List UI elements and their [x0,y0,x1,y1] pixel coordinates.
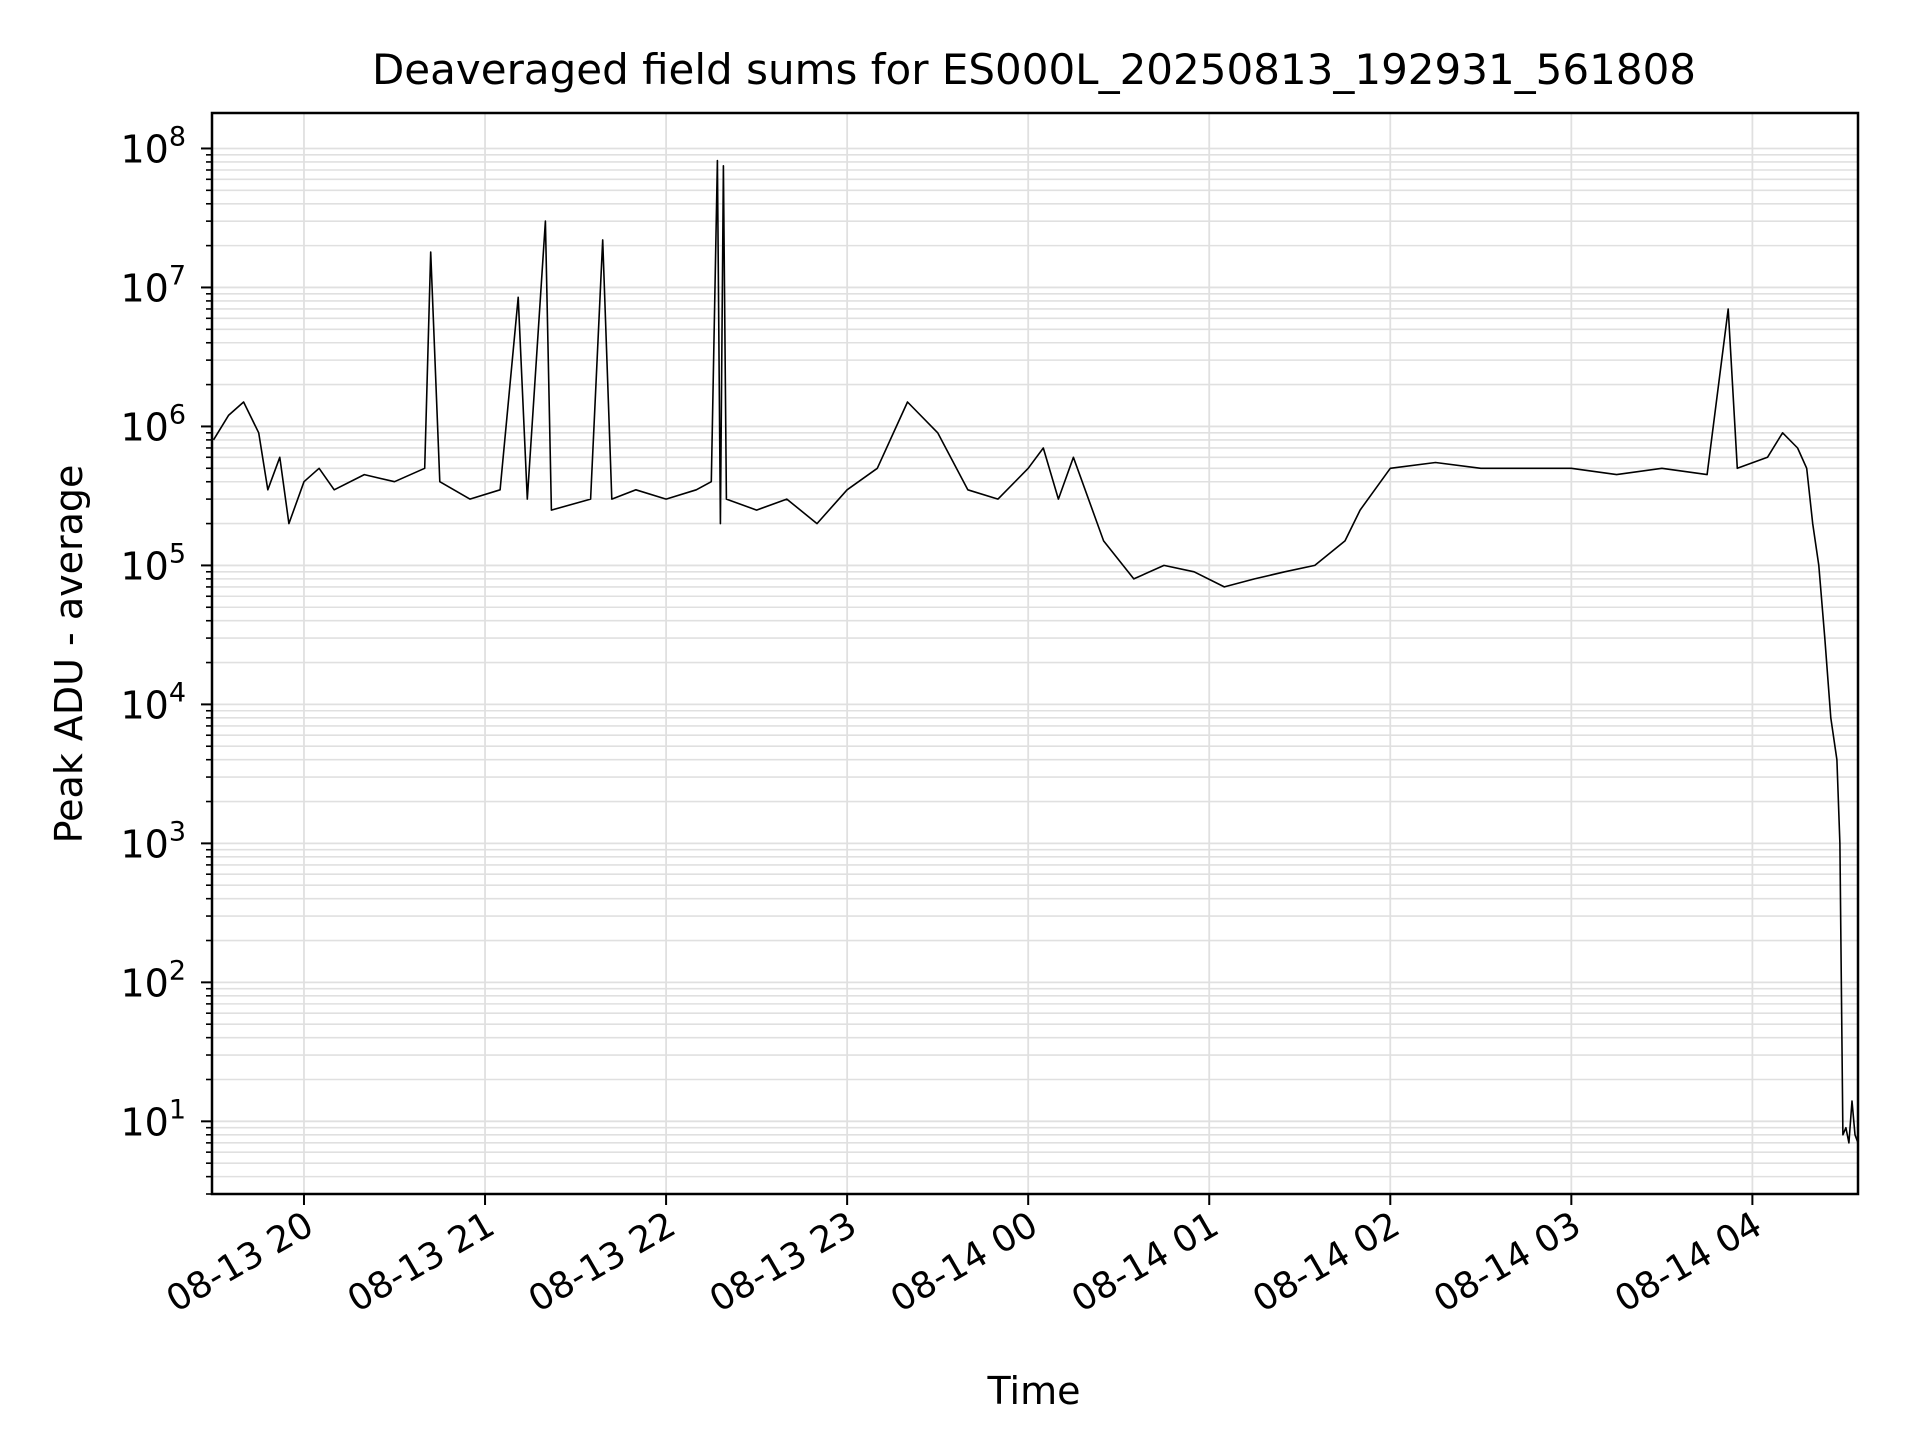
y-tick-label: 108 [120,121,186,171]
y-tick-label: 101 [120,1094,186,1144]
x-tick-label: 08-14 00 [884,1204,1045,1320]
plot-frame [210,111,1860,1196]
data-line [212,159,1859,1144]
y-tick-label: 106 [120,399,186,449]
y-axis: 101 102 103 104 105 106 107 108 [120,121,212,1195]
x-tick-label: 08-14 03 [1427,1204,1588,1320]
x-tick-label: 08-14 04 [1608,1204,1769,1320]
chart-title: Deaveraged field sums for ES000L_2025081… [372,45,1696,94]
x-axis: 08-13 20 08-13 21 08-13 22 08-13 23 08-14 00… [160,1194,1769,1321]
y-tick-label: 105 [120,538,186,588]
y-tick-label: 103 [120,816,186,866]
x-tick-label: 08-14 02 [1246,1204,1407,1320]
y-tick-label: 102 [120,955,186,1005]
x-tick-label: 08-13 20 [160,1204,321,1320]
x-tick-label: 08-13 23 [703,1204,864,1320]
x-tick-label: 08-13 22 [522,1204,683,1320]
y-axis-label: Peak ADU - average [47,465,91,844]
x-tick-label: 08-14 01 [1065,1204,1226,1320]
x-axis-label: Time [987,1369,1081,1413]
grid [212,113,1858,1195]
y-tick-label: 107 [120,260,186,310]
x-tick-label: 08-13 21 [341,1204,502,1320]
y-tick-label: 104 [120,677,186,727]
